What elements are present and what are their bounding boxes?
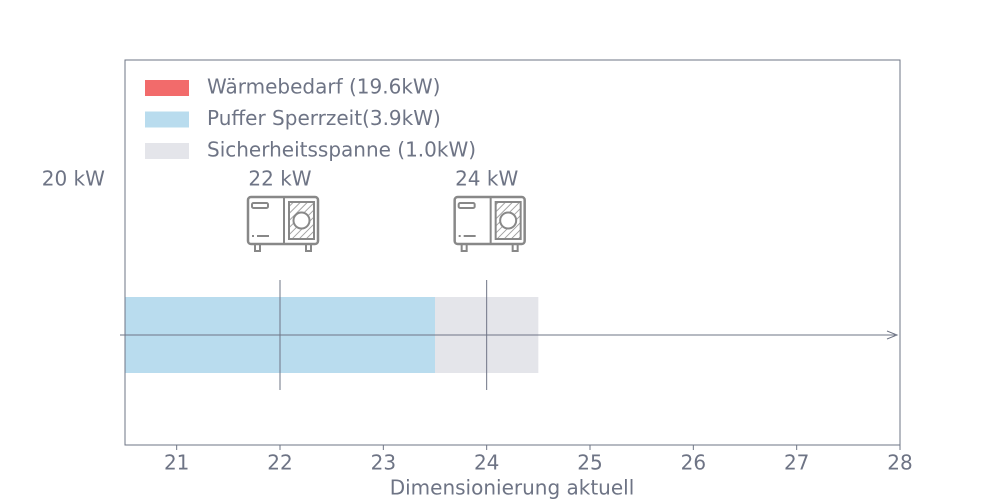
x-tick-label: 25 <box>577 451 602 475</box>
legend-swatch <box>145 111 189 128</box>
x-axis-label: Dimensionierung aktuell <box>390 476 635 500</box>
arrow-head <box>886 330 899 340</box>
marker-label: 20 kW <box>42 167 105 191</box>
x-tick-label: 23 <box>371 451 396 475</box>
x-tick-label: 22 <box>267 451 292 475</box>
marker-label: 22 kW <box>248 167 311 191</box>
x-tick-label: 21 <box>164 451 189 475</box>
icon-foot <box>305 243 312 252</box>
axes-frame <box>124 59 901 446</box>
legend-label: Puffer Sperrzeit(3.9kW) <box>207 106 441 130</box>
icon-fan-circle <box>292 211 311 230</box>
icon-foot <box>460 243 468 252</box>
icon-slot <box>457 202 476 209</box>
heat-pump-icon <box>453 195 526 252</box>
legend-swatch <box>145 80 189 96</box>
x-tick-label: 24 <box>474 451 499 475</box>
legend-swatch <box>145 143 189 159</box>
x-tick-label: 26 <box>681 451 706 475</box>
icon-slot <box>251 202 269 209</box>
legend-label: Wärmebedarf (19.6kW) <box>207 75 440 99</box>
icon-foot <box>511 243 519 252</box>
x-tick-label: 28 <box>887 451 912 475</box>
bar-segment <box>0 297 32 373</box>
icon-foot <box>254 243 261 252</box>
icon-fan-circle <box>499 211 518 230</box>
marker-label: 24 kW <box>455 167 518 191</box>
x-tick-label: 27 <box>784 451 809 475</box>
legend-label: Sicherheitsspanne (1.0kW) <box>207 138 476 162</box>
heat-pump-icon <box>246 195 320 252</box>
